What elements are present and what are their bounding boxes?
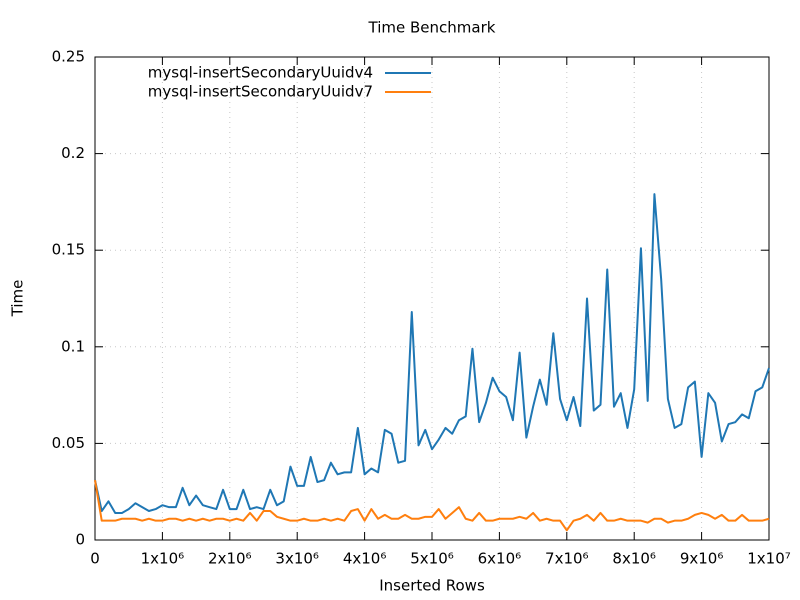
x-tick-label: 1x10⁷: [747, 550, 791, 568]
x-tick-label: 1x10⁶: [141, 550, 185, 568]
y-axis-label: Time: [9, 280, 27, 318]
legend-label: mysql-insertSecondaryUuidv4: [148, 64, 373, 82]
y-tick-label: 0.25: [52, 48, 85, 66]
series-line: [94, 479, 770, 532]
x-tick-label: 4x10⁶: [343, 550, 387, 568]
x-tick-label: 2x10⁶: [208, 550, 252, 568]
series-line: [94, 193, 770, 514]
x-tick-label: 9x10⁶: [680, 550, 724, 568]
y-tick-label: 0.2: [61, 144, 85, 162]
chart-title: Time Benchmark: [368, 19, 496, 37]
x-tick-label: 7x10⁶: [545, 550, 589, 568]
legend-label: mysql-insertSecondaryUuidv7: [148, 83, 373, 101]
x-tick-label: 6x10⁶: [478, 550, 522, 568]
y-tick-label: 0: [75, 531, 85, 549]
x-tick-label: 5x10⁶: [410, 550, 454, 568]
plot-frame: [94, 56, 770, 541]
x-tick-label: 0: [90, 550, 100, 568]
x-tick-label: 3x10⁶: [275, 550, 319, 568]
x-axis-label: Inserted Rows: [379, 577, 485, 595]
y-tick-label: 0.05: [52, 434, 85, 452]
y-tick-label: 0.15: [52, 241, 85, 259]
y-tick-label: 0.1: [61, 337, 85, 355]
x-tick-label: 8x10⁶: [612, 550, 656, 568]
